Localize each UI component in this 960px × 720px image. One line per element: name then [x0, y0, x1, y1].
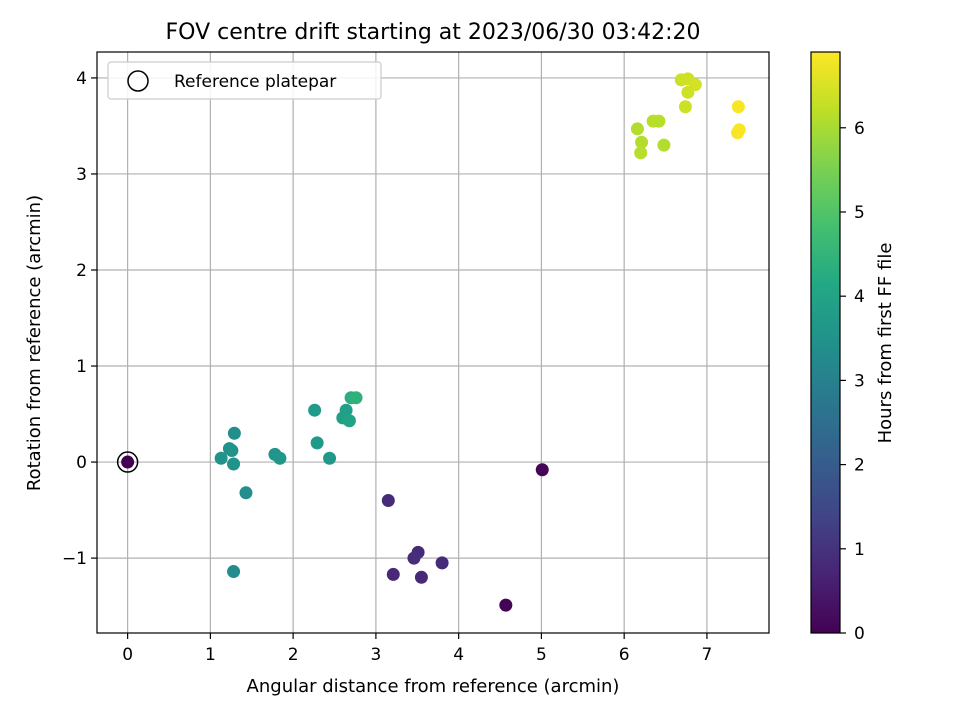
reference-platepar-marker [116, 451, 139, 473]
data-point [227, 565, 241, 579]
x-tick-label: 7 [702, 645, 713, 665]
data-point [239, 486, 253, 500]
y-tick-label: 1 [76, 357, 87, 377]
y-tick-label: 0 [76, 453, 87, 473]
data-point [630, 122, 644, 136]
data-point [339, 403, 353, 417]
data-point [273, 451, 287, 465]
plot-frame [96, 51, 770, 634]
data-point [323, 451, 337, 465]
data-point [731, 126, 745, 140]
x-tick-label: 2 [288, 645, 299, 665]
colorbar-tick-label: 6 [854, 119, 865, 139]
data-point [657, 138, 671, 152]
data-point [227, 457, 241, 471]
colorbar: 0 1 2 3 4 5 6 Hours from first FF file [810, 51, 896, 644]
chart-title: FOV centre drift starting at 2023/06/30 … [166, 20, 701, 45]
axis-ticks: 0 1 2 3 4 5 6 7 −1 0 1 2 3 4 [62, 69, 712, 665]
colorbar-gradient [810, 51, 841, 634]
legend-marker-reference-circle [127, 70, 149, 92]
data-point [681, 85, 695, 99]
x-tick-label: 6 [619, 645, 630, 665]
data-point [214, 451, 228, 465]
y-tick-label: −1 [62, 549, 87, 569]
colorbar-tick-label: 3 [854, 371, 865, 391]
colorbar-ticks: 0 1 2 3 4 5 6 [840, 119, 865, 644]
x-tick-label: 3 [370, 645, 381, 665]
colorbar-tick-label: 5 [854, 203, 865, 223]
colorbar-tick-label: 1 [854, 540, 865, 560]
y-tick-label: 4 [76, 69, 87, 89]
data-point [381, 493, 395, 507]
legend-box [107, 61, 382, 100]
data-point [227, 426, 241, 440]
data-point [349, 391, 363, 405]
x-tick-label: 5 [536, 645, 547, 665]
data-point [652, 114, 666, 128]
data-point [308, 403, 322, 417]
data-point [407, 551, 421, 565]
colorbar-tick-label: 2 [854, 456, 865, 476]
data-point [121, 455, 135, 469]
x-tick-label: 4 [453, 645, 464, 665]
data-points [116, 72, 746, 612]
grid-lines [97, 52, 769, 633]
colorbar-tick-label: 0 [854, 624, 865, 644]
colorbar-tick-label: 4 [854, 287, 865, 307]
legend: Reference platepar [107, 61, 382, 100]
x-tick-label: 1 [205, 645, 216, 665]
data-point [342, 414, 356, 428]
y-tick-label: 2 [76, 261, 87, 281]
data-point [678, 100, 692, 114]
data-point [535, 463, 549, 477]
legend-label: Reference platepar [174, 72, 336, 92]
x-tick-label: 0 [122, 645, 133, 665]
data-point [634, 146, 648, 160]
y-axis-label: Rotation from reference (arcmin) [24, 195, 45, 491]
data-point [499, 598, 513, 612]
data-point [635, 135, 649, 149]
data-point [435, 556, 449, 570]
data-point [731, 100, 745, 114]
data-point [225, 444, 239, 458]
x-axis-label: Angular distance from reference (arcmin) [247, 676, 620, 697]
y-tick-label: 3 [76, 165, 87, 185]
data-point [386, 567, 400, 581]
data-point [414, 570, 428, 584]
colorbar-label: Hours from first FF file [875, 243, 896, 444]
data-point [310, 436, 324, 450]
